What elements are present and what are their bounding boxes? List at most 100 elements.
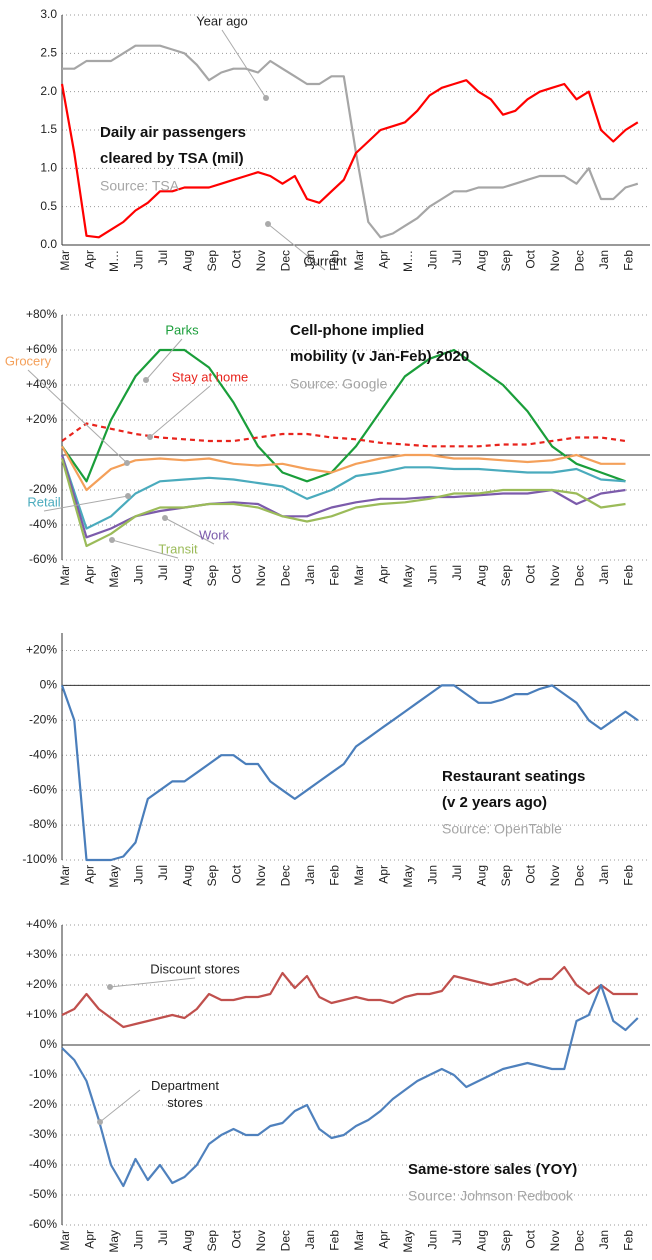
leader-dot [143, 377, 149, 383]
y-tick-label: -40% [29, 747, 57, 761]
x-tick-label: Mar [352, 565, 366, 586]
x-tick-label: Jan [597, 865, 611, 884]
x-tick-label: Mar [352, 1230, 366, 1251]
leader-dot [125, 493, 131, 499]
y-tick-label: -30% [29, 1127, 57, 1141]
x-tick-label: Jun [426, 865, 440, 884]
chart-title: Same-store sales (YOY) [408, 1161, 577, 1178]
x-tick-label: Sep [205, 565, 219, 587]
leader-line [43, 495, 129, 512]
x-tick-label: Nov [548, 865, 562, 886]
leader-dot [97, 1119, 103, 1125]
x-tick-label: Jun [132, 565, 146, 584]
series-line [60, 684, 639, 862]
x-tick-label: Jun [132, 865, 146, 884]
x-tick-label: Jul [450, 865, 464, 880]
x-tick-label: Mar [352, 250, 366, 271]
y-tick-label: -50% [29, 1187, 57, 1201]
x-tick-label: May [401, 565, 415, 588]
x-tick-label: Mar [58, 565, 72, 586]
x-tick-label: Dec [573, 865, 587, 886]
x-tick-label: Feb [328, 1230, 342, 1251]
y-tick-label: -20% [29, 482, 57, 496]
x-tick-label: Oct [524, 564, 538, 583]
leader-line [111, 539, 179, 559]
x-tick-label: Aug [181, 250, 195, 271]
x-tick-label: Apr [83, 865, 97, 884]
y-tick-label: -60% [29, 552, 57, 566]
x-tick-label: May [107, 565, 121, 588]
y-tick-label: -20% [29, 1097, 57, 1111]
x-tick-label: Aug [475, 250, 489, 271]
x-tick-label: Jun [426, 565, 440, 584]
series-line [60, 79, 639, 239]
leader-dot [107, 984, 113, 990]
leader-line [149, 385, 211, 438]
x-tick-label: Apr [377, 1230, 391, 1249]
leader-dot [109, 537, 115, 543]
x-tick-label: Apr [83, 250, 97, 269]
leader-line [145, 338, 183, 381]
x-tick-label: Sep [205, 865, 219, 887]
y-tick-label: 0% [40, 1037, 58, 1051]
x-tick-label: Aug [181, 1230, 195, 1251]
series-label: Parks [165, 322, 199, 337]
x-tick-label: Oct [230, 564, 244, 583]
x-tick-label: Jun [426, 1230, 440, 1249]
y-tick-label: +20% [26, 643, 57, 657]
x-tick-label: Oct [230, 1229, 244, 1248]
y-tick-label: -60% [29, 782, 57, 796]
x-tick-label: Nov [548, 1230, 562, 1251]
leader-line [164, 517, 215, 545]
series-line [62, 44, 639, 239]
y-tick-label: -20% [29, 712, 57, 726]
x-tick-label: Jan [303, 565, 317, 584]
x-tick-label: Jul [450, 1230, 464, 1245]
x-tick-label: Nov [254, 865, 268, 886]
y-tick-label: -40% [29, 1157, 57, 1171]
x-tick-label: Mar [58, 250, 72, 271]
x-tick-label: Jan [597, 250, 611, 269]
y-tick-label: +20% [26, 977, 57, 991]
x-tick-label: Oct [524, 1229, 538, 1248]
x-tick-label: Sep [499, 1230, 513, 1252]
x-tick-label: Aug [181, 865, 195, 886]
chart-title: Cell-phone implied [290, 322, 424, 339]
x-tick-label: Mar [58, 1230, 72, 1251]
y-tick-label: +80% [26, 307, 57, 321]
x-tick-label: Oct [524, 249, 538, 268]
x-tick-label: Oct [230, 864, 244, 883]
series-label: Discount stores [150, 961, 240, 976]
x-tick-label: Sep [205, 1230, 219, 1252]
x-tick-label: Jul [156, 865, 170, 880]
x-tick-label: Aug [475, 1230, 489, 1251]
y-tick-label: -40% [29, 517, 57, 531]
leader-line [109, 977, 196, 988]
y-tick-label: 0% [40, 678, 58, 692]
chart-title: Restaurant seatings [442, 768, 585, 785]
leader-dot [147, 434, 153, 440]
x-tick-label: Dec [573, 565, 587, 586]
x-tick-label: M… [401, 250, 415, 272]
chart-source: Source: Google [290, 376, 387, 392]
y-tick-label: -100% [22, 852, 57, 866]
series-label: Department stores [151, 1078, 219, 1110]
x-tick-label: Aug [475, 565, 489, 586]
chart-title: (v 2 years ago) [442, 794, 547, 811]
series-line [61, 445, 626, 492]
y-tick-label: -60% [29, 1217, 57, 1231]
series-label: Transit [158, 541, 198, 556]
series-line [61, 348, 626, 483]
x-tick-label: Sep [499, 565, 513, 587]
x-tick-label: Feb [622, 250, 636, 271]
series-label: Stay at home [172, 369, 249, 384]
series-label: Year ago [196, 13, 248, 28]
x-tick-label: Feb [622, 565, 636, 586]
x-tick-label: May [107, 865, 121, 888]
x-tick-label: Feb [328, 865, 342, 886]
y-tick-label: +40% [26, 377, 57, 391]
x-tick-label: Jan [303, 1230, 317, 1249]
x-tick-label: Nov [254, 250, 268, 271]
